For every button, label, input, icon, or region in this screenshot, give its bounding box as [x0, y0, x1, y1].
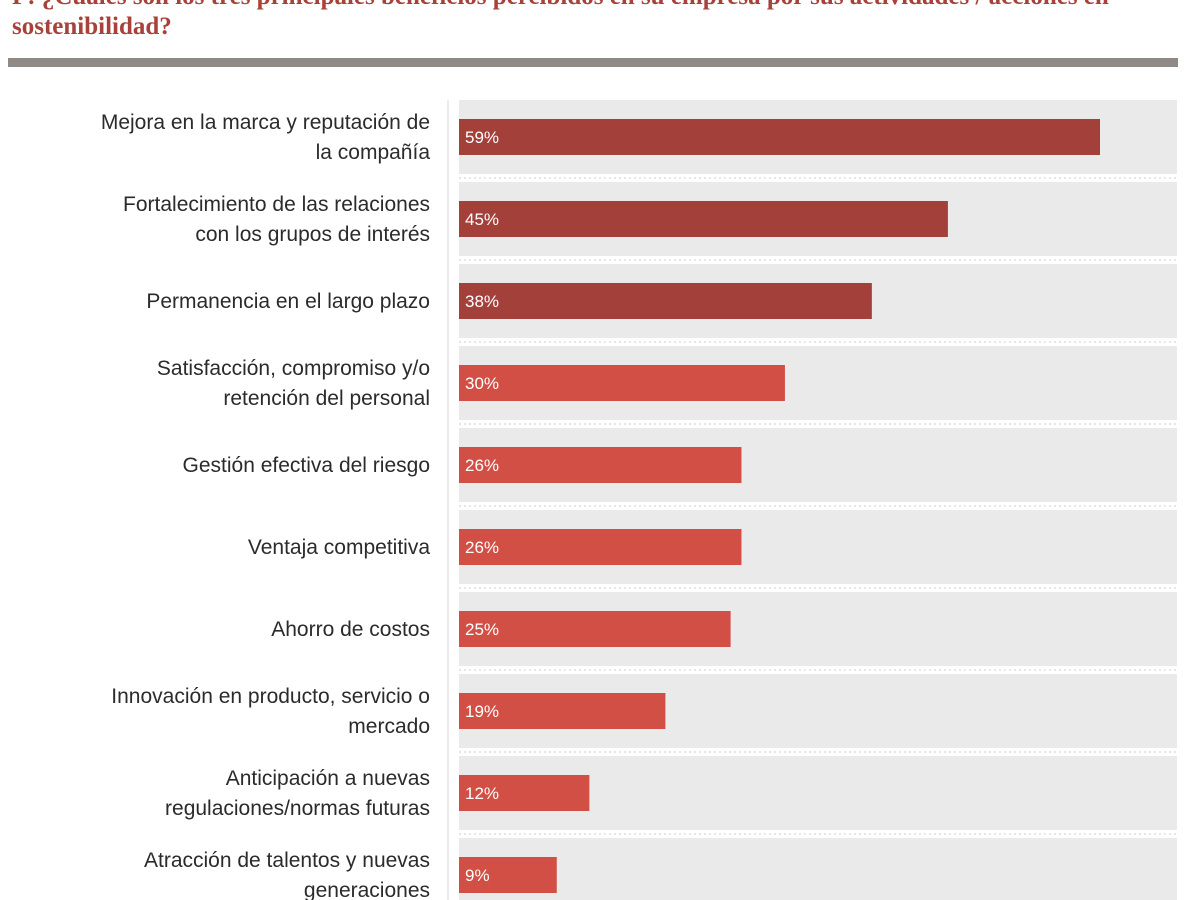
category-label: Ahorro de costos	[271, 618, 430, 641]
category-label: generaciones	[304, 879, 430, 900]
category-label: Innovación en producto, servicio o	[111, 685, 430, 708]
bar	[459, 365, 785, 401]
bar	[459, 611, 731, 647]
category-label: Fortalecimiento de las relaciones	[123, 193, 430, 216]
category-label: mercado	[348, 715, 430, 738]
category-label: Satisfacción, compromiso y/o	[157, 357, 430, 380]
bar	[459, 775, 590, 811]
bar	[459, 119, 1100, 155]
category-label: Permanencia en el largo plazo	[146, 290, 430, 313]
bar	[459, 857, 557, 893]
bar-value-label: 26%	[465, 456, 499, 475]
bar-track	[459, 838, 1177, 900]
bar-value-label: 30%	[465, 374, 499, 393]
bar-value-label: 9%	[465, 866, 490, 885]
bar-value-label: 59%	[465, 128, 499, 147]
category-label: con los grupos de interés	[195, 223, 430, 246]
category-label: Mejora en la marca y reputación de	[101, 111, 430, 134]
bar	[459, 283, 872, 319]
bar	[459, 447, 742, 483]
category-label: Anticipación a nuevas	[226, 767, 430, 790]
title-rule	[8, 58, 1178, 67]
bar	[459, 529, 742, 565]
bar-value-label: 38%	[465, 292, 499, 311]
bar-value-label: 26%	[465, 538, 499, 557]
bar-value-label: 25%	[465, 620, 499, 639]
category-label: Ventaja competitiva	[248, 536, 430, 559]
bar	[459, 693, 666, 729]
category-label: Gestión efectiva del riesgo	[183, 454, 430, 477]
bar	[459, 201, 948, 237]
category-label: Atracción de talentos y nuevas	[144, 849, 430, 872]
category-label: la compañía	[316, 141, 431, 164]
chart-title: P: ¿Cuáles son los tres principales bene…	[12, 0, 1109, 40]
bar-value-label: 45%	[465, 210, 499, 229]
bar-value-label: 19%	[465, 702, 499, 721]
category-label: regulaciones/normas futuras	[165, 797, 430, 820]
category-label: retención del personal	[223, 387, 430, 410]
bar-value-label: 12%	[465, 784, 499, 803]
